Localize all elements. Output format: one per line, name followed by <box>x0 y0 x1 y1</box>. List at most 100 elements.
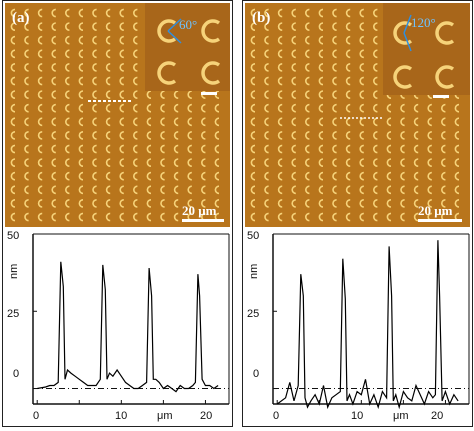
ring <box>10 199 16 208</box>
y-tick-label: 0 <box>13 368 19 380</box>
ring <box>214 103 220 113</box>
ring <box>413 185 419 195</box>
ring <box>146 185 152 195</box>
ring <box>187 144 192 154</box>
ring <box>332 8 337 18</box>
ring <box>119 8 124 18</box>
ring <box>427 158 432 167</box>
ring <box>291 158 296 167</box>
y-axis-unit: nm <box>8 264 20 279</box>
ring <box>24 158 29 167</box>
ring <box>373 158 378 167</box>
ring <box>413 199 419 208</box>
ring <box>291 63 296 72</box>
ring <box>78 103 84 113</box>
ring <box>400 171 405 181</box>
inset-scalebar <box>433 95 449 98</box>
ring <box>345 49 351 59</box>
ring <box>37 90 43 99</box>
ring <box>277 63 283 72</box>
ring <box>214 171 220 181</box>
ring <box>318 117 324 127</box>
ring <box>400 144 405 154</box>
ring <box>413 171 419 181</box>
ring <box>92 63 97 72</box>
ring <box>133 90 138 99</box>
ring <box>65 171 70 181</box>
ring <box>201 171 206 181</box>
ring <box>305 76 310 86</box>
ring <box>105 76 111 86</box>
ring <box>332 49 337 59</box>
ring <box>264 8 269 18</box>
ring <box>277 171 283 181</box>
ring <box>37 171 43 181</box>
ring <box>413 158 419 167</box>
ring <box>386 171 392 181</box>
ring <box>291 185 296 195</box>
ring <box>332 199 337 208</box>
ring <box>441 158 446 167</box>
ring <box>373 8 378 18</box>
inset-ring <box>393 65 413 89</box>
ring <box>250 158 256 167</box>
ring <box>105 117 111 127</box>
ring <box>173 185 179 195</box>
ring <box>332 158 337 167</box>
ring <box>413 131 419 140</box>
ring <box>441 171 446 181</box>
ring <box>291 144 296 154</box>
ring <box>318 35 324 45</box>
ring <box>386 131 392 140</box>
ring <box>51 171 56 181</box>
angle-label: 120° <box>411 15 436 30</box>
ring <box>65 90 70 99</box>
y-tick-label: 25 <box>7 308 19 320</box>
ring <box>305 103 310 113</box>
ring <box>291 212 296 222</box>
ring <box>345 158 351 167</box>
ring <box>373 22 378 31</box>
ring <box>264 212 269 222</box>
ring <box>65 185 70 195</box>
ring <box>332 103 337 113</box>
ring <box>427 117 432 127</box>
ring <box>359 90 364 99</box>
height-trace <box>37 261 219 393</box>
ring <box>318 158 324 167</box>
ring <box>133 212 138 222</box>
height-trace <box>276 240 459 410</box>
ring <box>105 185 111 195</box>
ring <box>160 212 165 222</box>
ring <box>65 103 70 113</box>
ring <box>359 199 364 208</box>
ring <box>454 171 460 181</box>
inset-ring <box>201 61 221 85</box>
ring <box>105 103 111 113</box>
ring <box>92 90 97 99</box>
ring <box>454 117 460 127</box>
ring <box>173 199 179 208</box>
ring <box>37 63 43 72</box>
ring <box>37 117 43 127</box>
ring <box>24 8 29 18</box>
ring <box>105 49 111 59</box>
ring <box>454 199 460 208</box>
ring <box>373 185 378 195</box>
inset-ring <box>201 19 221 43</box>
ring <box>51 158 56 167</box>
ring <box>173 212 179 222</box>
ring <box>133 158 138 167</box>
ring <box>10 8 16 18</box>
ring <box>291 90 296 99</box>
ring <box>277 8 283 18</box>
ring <box>386 185 392 195</box>
ring <box>264 199 269 208</box>
ring <box>119 199 124 208</box>
ring <box>332 117 337 127</box>
ring <box>250 185 256 195</box>
ring <box>173 144 179 154</box>
ring <box>264 144 269 154</box>
ring <box>133 144 138 154</box>
ring <box>187 90 192 99</box>
